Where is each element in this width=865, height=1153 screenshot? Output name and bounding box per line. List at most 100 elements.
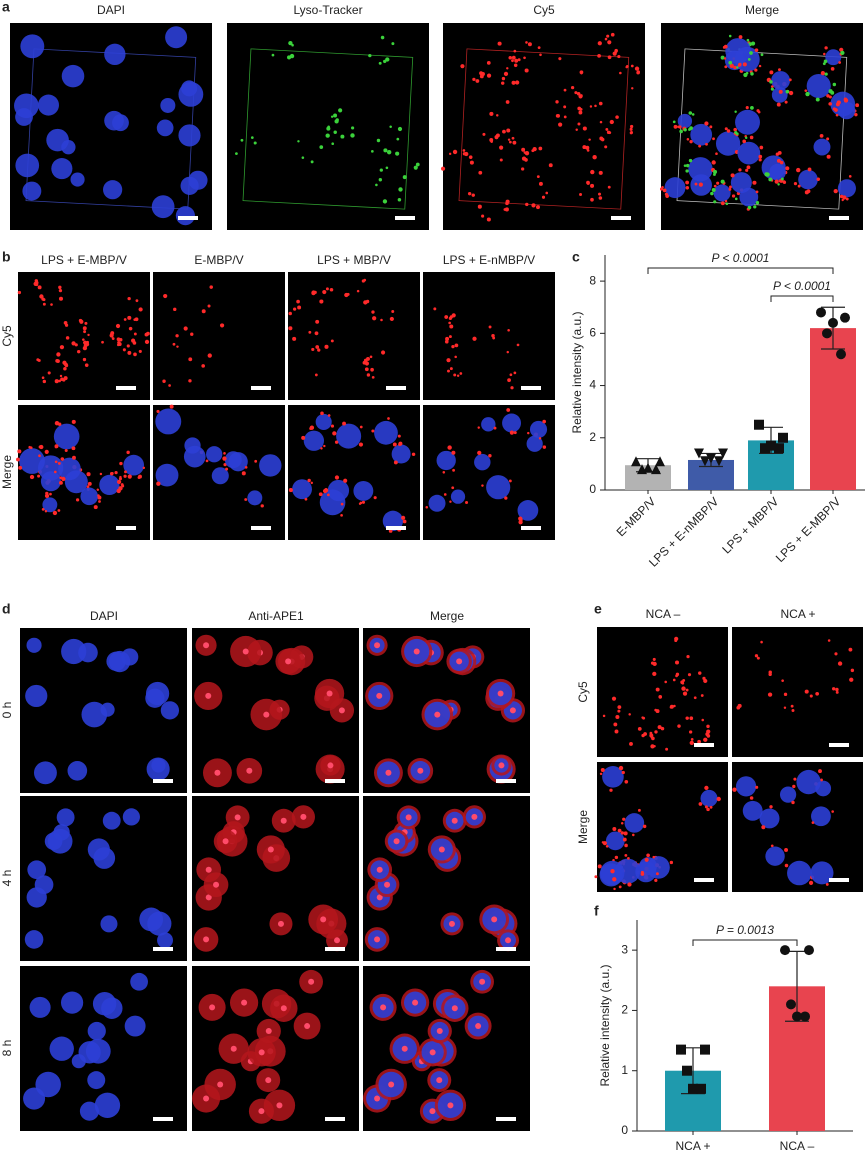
puncta <box>669 860 674 865</box>
puncta <box>132 341 137 345</box>
puncta <box>755 201 760 205</box>
puncta <box>96 488 100 492</box>
puncta <box>713 169 718 174</box>
nucleus <box>602 765 624 788</box>
panel-label: e <box>594 601 602 617</box>
puncta <box>538 437 542 440</box>
data-point <box>714 456 724 467</box>
puncta <box>832 107 836 111</box>
puncta <box>86 485 90 488</box>
puncta <box>29 474 35 480</box>
nucleus <box>58 457 81 481</box>
puncta <box>240 138 244 142</box>
micrograph <box>192 628 359 793</box>
nucleus <box>737 141 761 165</box>
puncta <box>235 152 238 155</box>
nucleolus <box>230 1045 237 1052</box>
nucleus <box>779 786 797 803</box>
puncta <box>525 41 528 44</box>
puncta <box>688 730 693 734</box>
nucleolus <box>438 846 445 853</box>
puncta <box>734 130 738 135</box>
puncta <box>296 299 300 304</box>
puncta <box>785 89 790 94</box>
data-point <box>700 1044 710 1055</box>
puncta <box>115 323 121 329</box>
puncta <box>594 104 597 108</box>
puncta <box>442 471 446 474</box>
puncta <box>843 97 848 102</box>
puncta <box>612 51 617 56</box>
puncta <box>783 706 787 710</box>
nucleus <box>61 638 87 665</box>
nucleolus <box>265 1077 272 1084</box>
column-header: Anti-APE1 <box>248 609 304 623</box>
puncta <box>598 170 603 175</box>
puncta <box>578 94 583 99</box>
nucleus <box>87 1071 106 1090</box>
nucleolus <box>242 648 249 655</box>
nucleus <box>87 838 110 861</box>
puncta <box>351 126 355 130</box>
puncta <box>704 121 709 126</box>
puncta <box>652 855 656 859</box>
puncta <box>742 62 747 67</box>
puncta <box>358 442 364 447</box>
puncta <box>686 655 690 659</box>
x-tick-label: LPS + E-nMBP/V <box>646 494 721 569</box>
micrograph <box>660 23 863 230</box>
puncta <box>397 434 401 438</box>
image-background <box>18 272 150 400</box>
puncta <box>447 445 452 450</box>
nucleolus <box>456 658 463 665</box>
puncta <box>509 140 512 144</box>
nucleolus <box>276 1102 283 1109</box>
puncta <box>738 168 742 172</box>
column-header: Lyso-Tracker <box>293 3 362 17</box>
puncta <box>507 328 510 332</box>
puncta <box>373 496 377 500</box>
puncta <box>624 843 628 848</box>
puncta <box>359 425 363 429</box>
nucleus <box>765 846 785 866</box>
puncta <box>820 70 826 76</box>
puncta <box>628 713 631 716</box>
scale-bar <box>611 216 631 220</box>
puncta <box>315 319 320 324</box>
puncta <box>797 184 801 188</box>
significance-bracket <box>647 267 834 274</box>
puncta <box>701 718 705 722</box>
puncta <box>380 35 385 40</box>
puncta <box>64 363 69 368</box>
nucleus <box>44 832 63 851</box>
puncta <box>340 502 344 506</box>
puncta <box>807 167 812 172</box>
puncta <box>833 189 838 194</box>
image-background <box>732 627 863 757</box>
puncta <box>479 74 484 79</box>
puncta <box>782 180 787 185</box>
puncta <box>640 870 644 875</box>
puncta <box>613 887 616 891</box>
puncta <box>521 147 526 152</box>
puncta <box>506 128 511 133</box>
puncta <box>60 377 64 382</box>
significance-label: P = 0.0013 <box>716 923 774 937</box>
puncta <box>84 342 90 347</box>
puncta <box>681 686 686 691</box>
puncta <box>524 68 529 73</box>
puncta <box>680 680 684 685</box>
puncta <box>824 72 828 76</box>
puncta <box>506 67 509 70</box>
puncta <box>292 336 297 341</box>
puncta <box>413 165 418 170</box>
puncta <box>736 66 739 69</box>
puncta <box>207 304 211 308</box>
puncta <box>87 333 90 337</box>
puncta <box>380 318 383 322</box>
puncta <box>499 145 504 150</box>
puncta <box>223 452 226 455</box>
scale-bar <box>178 216 198 220</box>
puncta <box>826 137 830 141</box>
puncta <box>361 500 366 504</box>
